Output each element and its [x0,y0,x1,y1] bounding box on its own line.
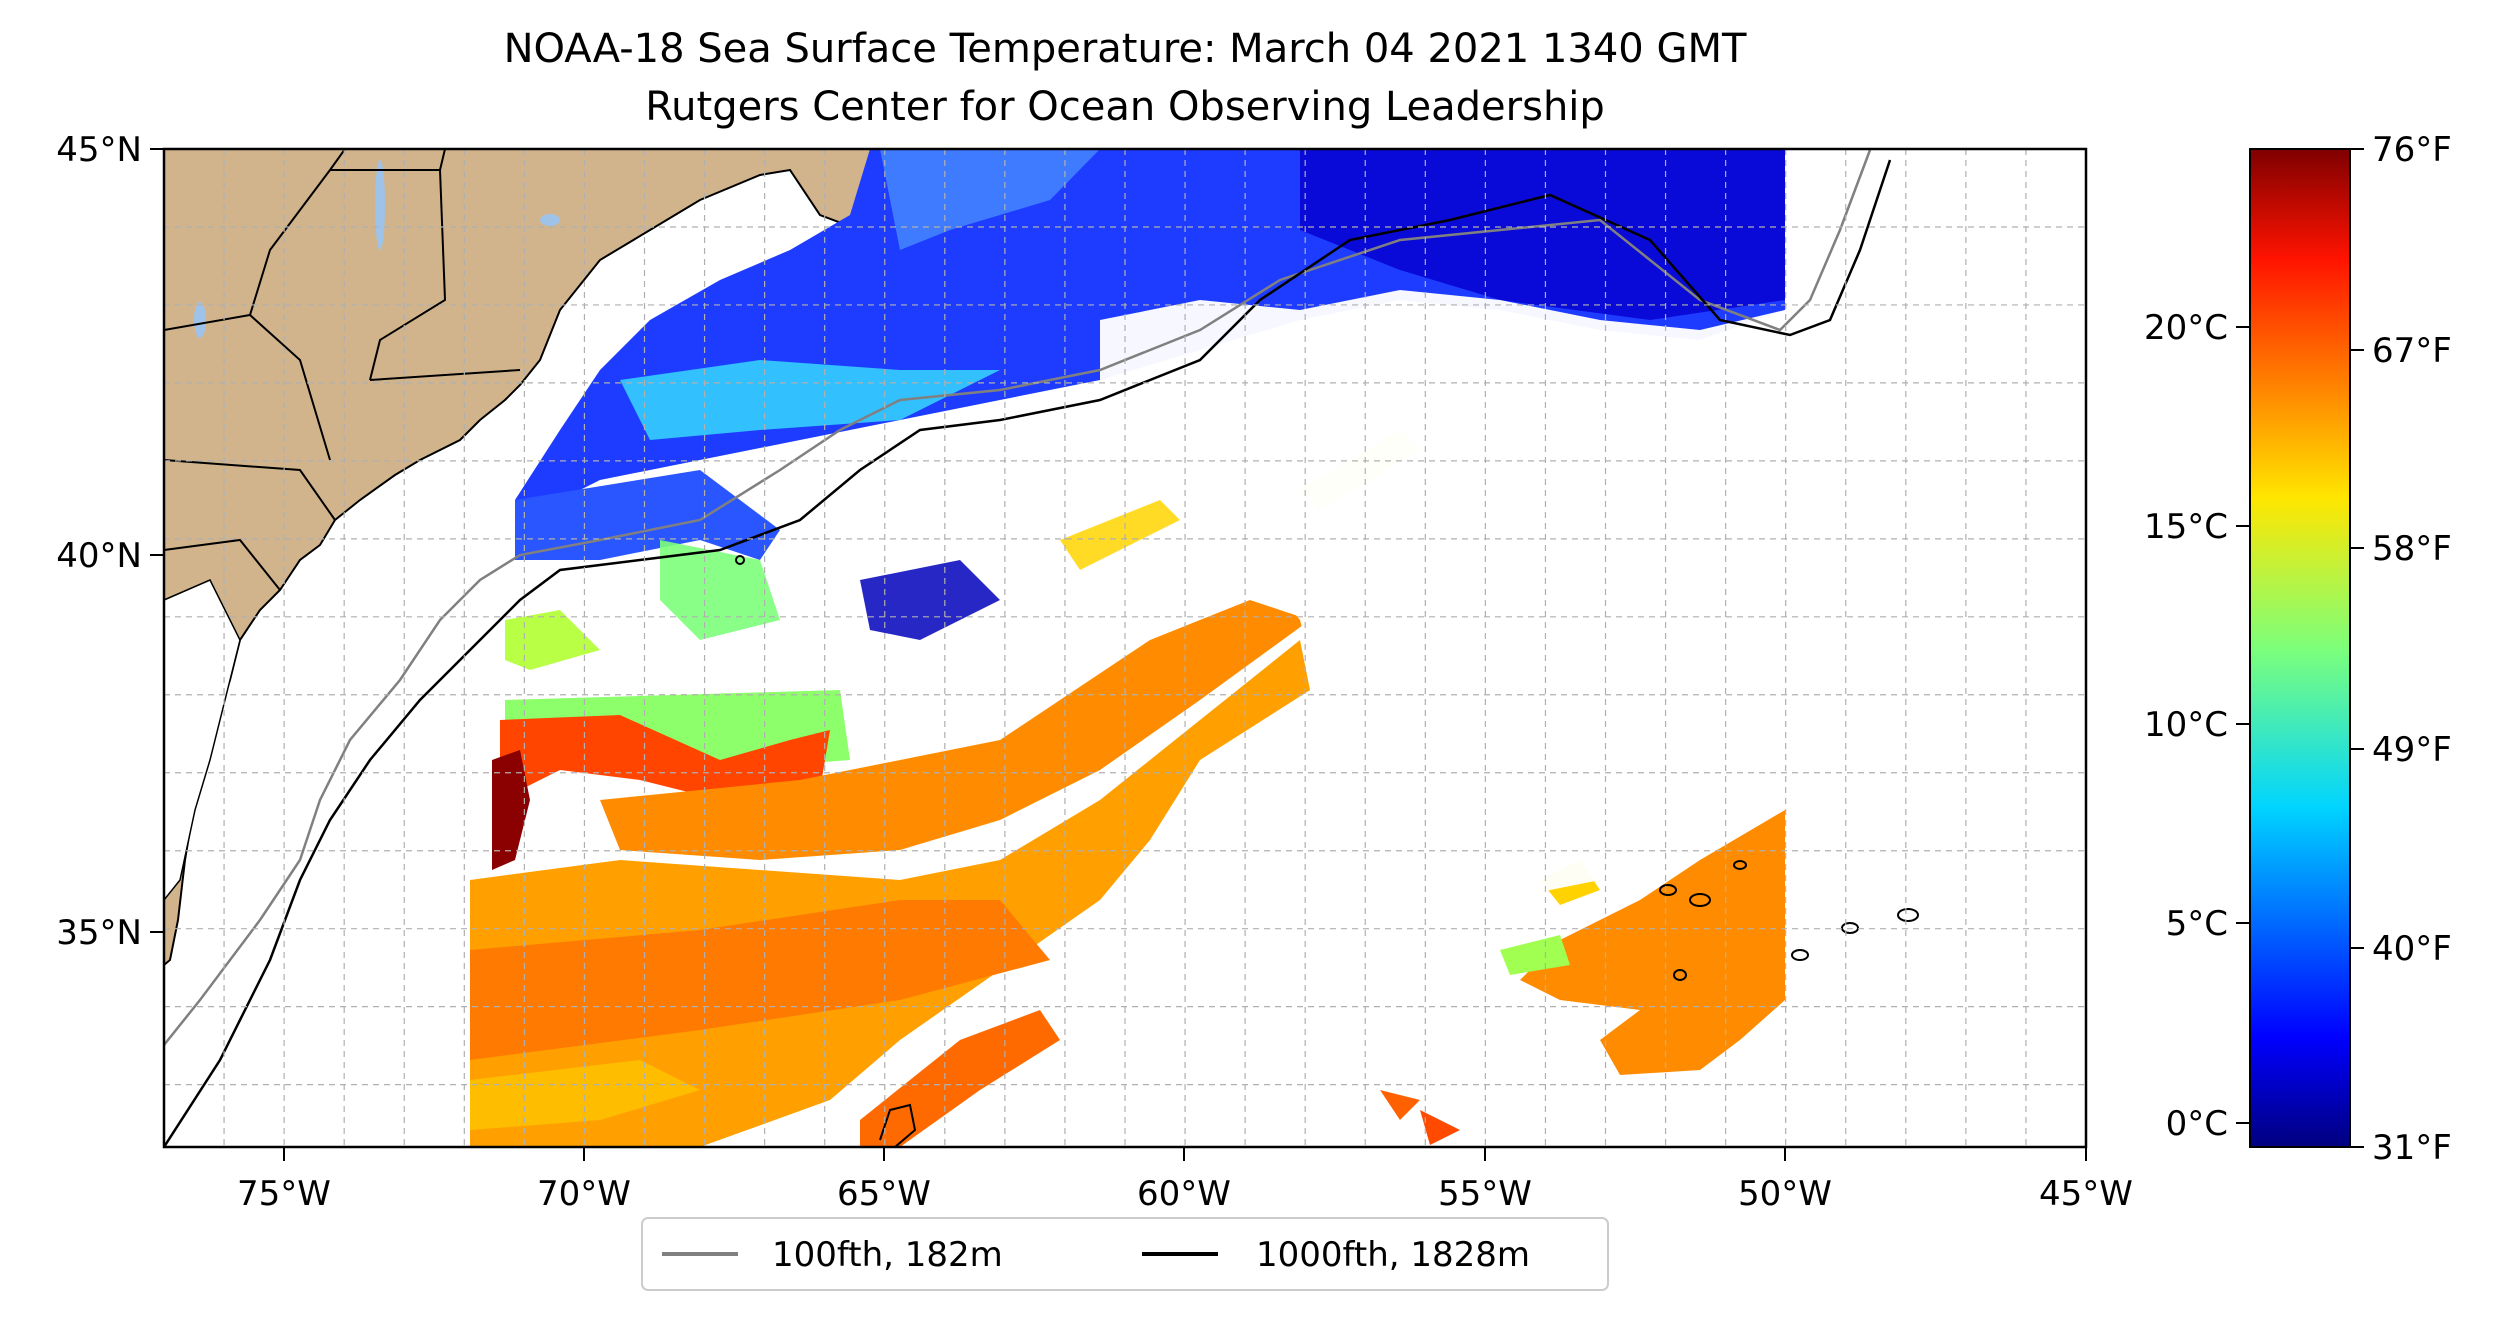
colorbar-gradient [2249,148,2351,1148]
colorbar-celsius-label: 15°C [2144,507,2228,547]
cloud-mask [1100,149,2086,1147]
colorbar-fahrenheit-label: 49°F [2372,730,2452,770]
colorbar-celsius-label: 20°C [2144,308,2228,348]
colorbar-celsius-label: 5°C [2166,904,2228,944]
lake [540,214,560,226]
isobath-100fth [164,149,1872,1046]
isobath-1000fth [164,159,1892,1147]
lat-axis: 45°N 40°N 35°N [56,130,164,953]
lake [375,160,385,250]
legend: 100fth, 182m 1000fth, 1828m [641,1217,1609,1291]
lat-tick-label: 40°N [56,536,142,576]
map-frame [162,147,2088,1149]
colorbar-fahrenheit-label: 76°F [2372,130,2452,170]
lon-tick-label: 45°W [2039,1174,2133,1214]
state-borders [164,149,521,591]
colorbar-fahrenheit-label: 31°F [2372,1128,2452,1168]
lon-tick-label: 70°W [537,1174,631,1214]
legend-label-1000fth: 1000fth, 1828m [1256,1235,1530,1275]
lake [194,302,206,338]
lon-tick-label: 65°W [837,1174,931,1214]
lon-axis: 75°W 70°W 65°W 60°W 55°W 50°W 45°W [237,1147,2133,1214]
colorbar-fahrenheit-label: 58°F [2372,529,2452,569]
lon-tick-label: 55°W [1438,1174,1532,1214]
map-title-line1: NOAA-18 Sea Surface Temperature: March 0… [504,26,1747,72]
colorbar: 0°C 5°C 10°C 15°C 20°C 31°F 40°F 49°F 58… [2144,130,2452,1168]
seamount-contours [735,555,1919,1147]
lon-tick-label: 75°W [237,1174,331,1214]
colorbar-celsius-label: 10°C [2144,705,2228,745]
colorbar-fahrenheit-label: 40°F [2372,929,2452,969]
lon-tick-label: 50°W [1738,1174,1832,1214]
colorbar-celsius-label: 0°C [2166,1104,2228,1144]
map-title-line2: Rutgers Center for Ocean Observing Leade… [645,84,1605,130]
chesapeake-bay [164,579,241,902]
legend-box [641,1217,1609,1291]
lat-tick-label: 35°N [56,913,142,953]
lat-tick-label: 45°N [56,130,142,170]
legend-label-100fth: 100fth, 182m [772,1235,1003,1275]
lon-tick-label: 60°W [1137,1174,1231,1214]
colorbar-fahrenheit-label: 67°F [2372,331,2452,371]
